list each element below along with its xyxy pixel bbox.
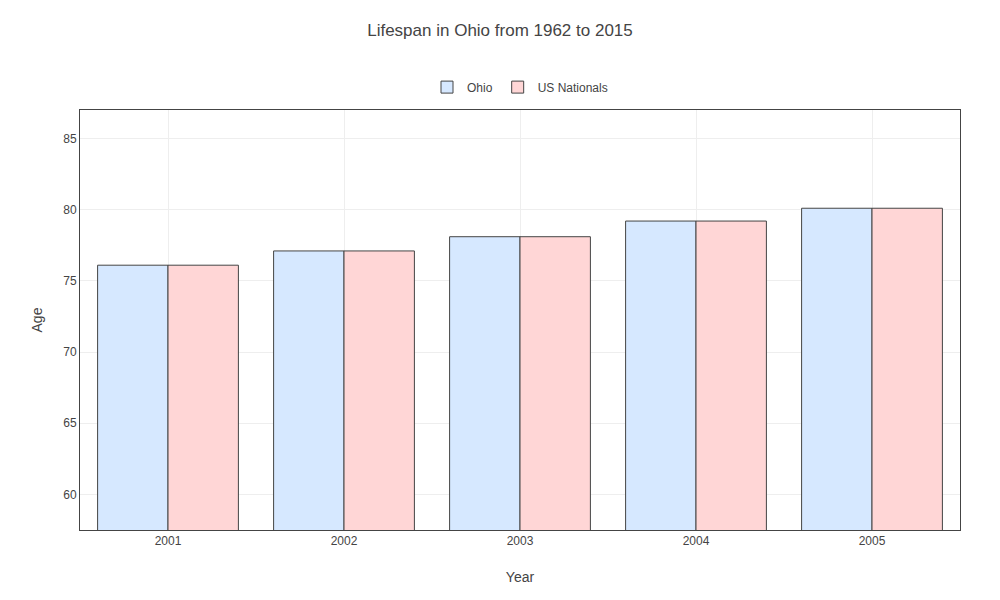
svg-text:75: 75: [63, 274, 77, 288]
svg-text:Ohio: Ohio: [467, 81, 493, 95]
svg-text:Lifespan in Ohio from 1962 to: Lifespan in Ohio from 1962 to 2015: [367, 21, 633, 40]
svg-text:65: 65: [63, 416, 77, 430]
svg-text:70: 70: [63, 345, 77, 359]
svg-text:85: 85: [63, 132, 77, 146]
svg-text:2003: 2003: [507, 534, 534, 548]
svg-text:Year: Year: [506, 569, 535, 585]
svg-text:Age: Age: [29, 307, 45, 332]
svg-text:2002: 2002: [331, 534, 358, 548]
svg-text:US Nationals: US Nationals: [538, 81, 608, 95]
svg-text:2004: 2004: [683, 534, 710, 548]
svg-text:60: 60: [63, 488, 77, 502]
svg-text:2005: 2005: [859, 534, 886, 548]
svg-text:80: 80: [63, 203, 77, 217]
svg-text:2001: 2001: [155, 534, 182, 548]
